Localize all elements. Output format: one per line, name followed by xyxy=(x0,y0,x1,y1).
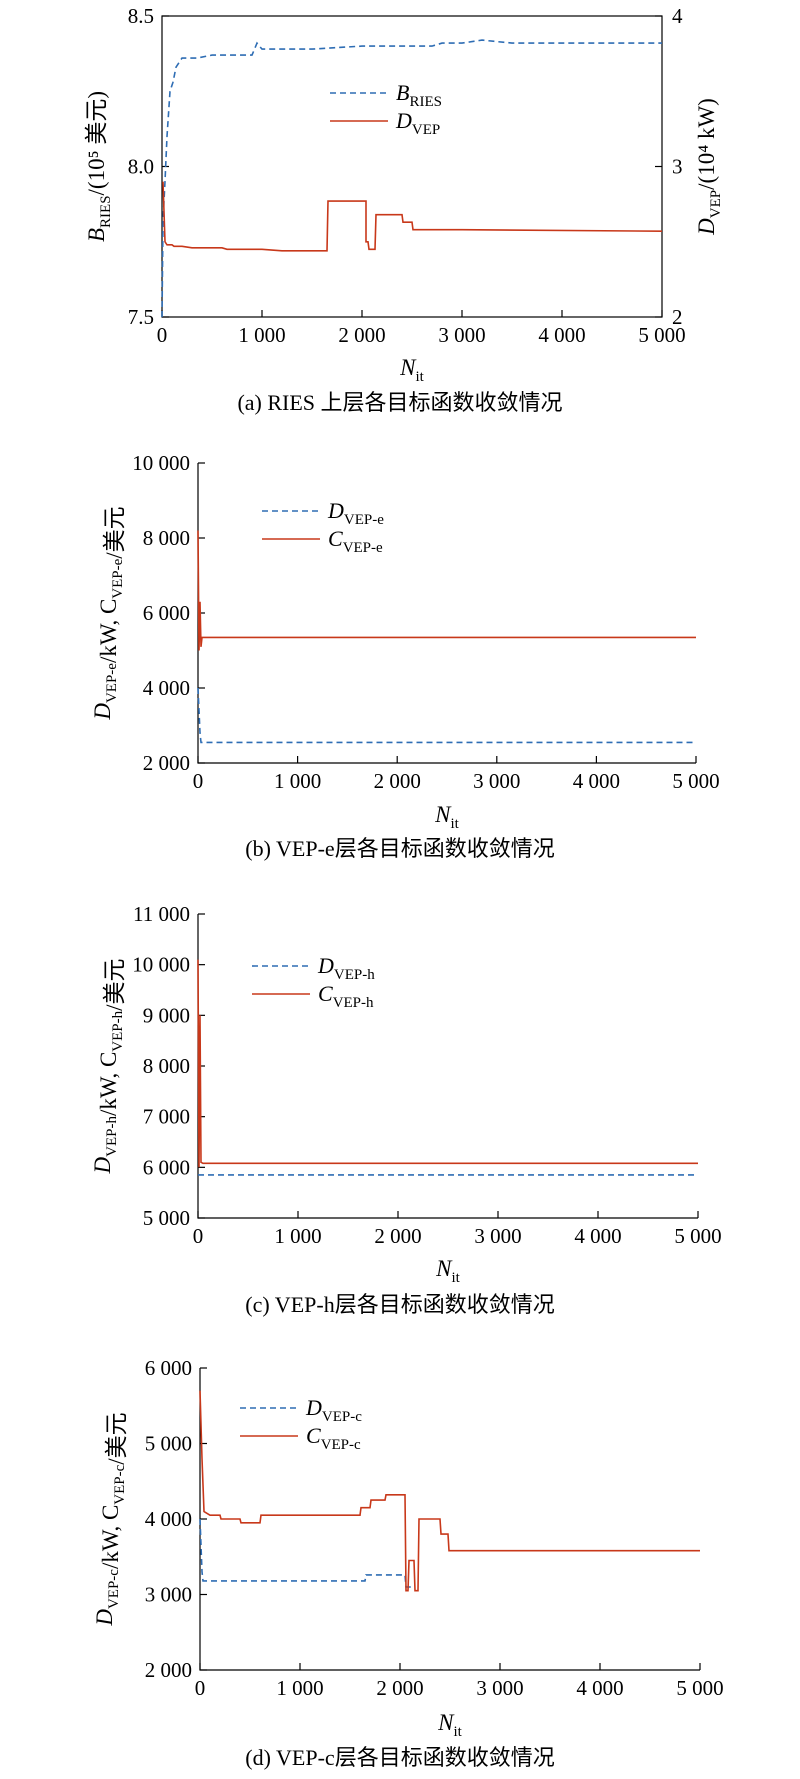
y-tick-label: 8.5 xyxy=(128,4,154,28)
y-axis-label: DVEP-e/kW, CVEP-e/美元 xyxy=(90,506,127,720)
y-axis-label: DVEP-h/kW, CVEP-h/美元 xyxy=(90,958,127,1174)
x-tick-label: 0 xyxy=(195,1676,206,1700)
x-tick-label: 4 000 xyxy=(538,323,585,347)
y-tick-label: 6 000 xyxy=(145,1356,192,1380)
y-tick-label: 6 000 xyxy=(143,1155,190,1179)
y-tick-label: 2 000 xyxy=(143,751,190,775)
legend-entry: CVEP-h xyxy=(318,981,374,1011)
x-tick-label: 1 000 xyxy=(238,323,285,347)
legend-entry: DVEP xyxy=(395,108,440,138)
x-tick-label: 5 000 xyxy=(638,323,685,347)
y-tick-label: 8.0 xyxy=(128,155,154,179)
x-tick-label: 0 xyxy=(193,1224,204,1248)
x-axis-label: Nit xyxy=(437,1710,463,1740)
y-tick-label: 2 000 xyxy=(145,1658,192,1682)
x-tick-label: 1 000 xyxy=(274,1224,321,1248)
panel-vep-e: 0 1 000 2 000 3 000 4 000 5 000 2 000 4 000 6 00… xyxy=(90,451,720,861)
series-line-d-vep-e xyxy=(197,687,696,744)
plot-axes xyxy=(199,1368,700,1671)
x-tick-label: 4 000 xyxy=(574,1224,621,1248)
x-tick-label: 4 000 xyxy=(576,1676,623,1700)
legend-entry: BRIES xyxy=(396,80,442,110)
y-tick-label: 3 000 xyxy=(145,1583,192,1607)
y-tick-label: 7 000 xyxy=(143,1105,190,1129)
x-tick-label: 3 000 xyxy=(476,1676,523,1700)
series-line-c-vep-c xyxy=(199,1390,700,1592)
y-tick-label: 5 000 xyxy=(145,1432,192,1456)
x-tick-label: 0 xyxy=(193,769,204,793)
legend-entry: DVEP-c xyxy=(305,1395,362,1425)
x-tick-label: 3 000 xyxy=(473,769,520,793)
plot-axes xyxy=(197,463,696,764)
y-tick-label: 4 000 xyxy=(145,1507,192,1531)
plot-frame xyxy=(161,15,663,318)
x-tick-label: 3 000 xyxy=(474,1224,521,1248)
y-tick-label: 9 000 xyxy=(143,1003,190,1027)
legend-entry: DVEP-e xyxy=(327,498,384,528)
legend-entry: CVEP-e xyxy=(328,526,383,556)
series-line-d-vep-c xyxy=(199,1518,415,1588)
series-line-d-vep xyxy=(162,181,663,252)
y-axis-label: DVEP-c/kW, CVEP-c/美元 xyxy=(92,1412,129,1626)
x-tick-label: 3 000 xyxy=(438,323,485,347)
legend-entry: CVEP-c xyxy=(306,1423,361,1453)
panel-ries: 0 1 000 2 000 3 000 4 000 5 000 7.5 8.0 8.5 2 3 4 Ni… xyxy=(84,4,724,415)
panel-caption: (b) VEP-e层各目标函数收敛情况 xyxy=(245,836,554,861)
panel-caption: (a) RIES 上层各目标函数收敛情况 xyxy=(237,390,562,415)
y-tick-label: 4 000 xyxy=(143,676,190,700)
x-tick-label: 5 000 xyxy=(676,1676,723,1700)
x-tick-label: 2 000 xyxy=(376,1676,423,1700)
y-right-tick-label: 2 xyxy=(672,305,683,329)
y-tick-label: 10 000 xyxy=(132,953,190,977)
x-tick-label: 4 000 xyxy=(573,769,620,793)
panel-caption: (c) VEP-h层各目标函数收敛情况 xyxy=(245,1292,554,1317)
series-line-c-vep-e xyxy=(197,530,696,651)
x-axis-label: Nit xyxy=(434,802,460,832)
x-tick-label: 2 000 xyxy=(374,1224,421,1248)
y-right-axis-label: DVEP/(10⁴ kW) xyxy=(694,98,724,236)
y-tick-label: 6 000 xyxy=(143,601,190,625)
legend-entry: DVEP-h xyxy=(317,953,375,983)
y-tick-label: 7.5 xyxy=(128,305,154,329)
plot-axes xyxy=(197,914,698,1219)
x-axis-label: Nit xyxy=(435,1256,461,1286)
x-tick-label: 1 000 xyxy=(276,1676,323,1700)
panel-caption: (d) VEP-c层各目标函数收敛情况 xyxy=(245,1745,554,1770)
y-axis-label: BRIES/(10⁵ 美元) xyxy=(84,91,114,242)
y-tick-label: 8 000 xyxy=(143,1054,190,1078)
panel-vep-h: 0 1 000 2 000 3 000 4 000 5 000 5 000 6 000 7 00… xyxy=(90,902,722,1317)
y-tick-label: 5 000 xyxy=(143,1206,190,1230)
series-line-c-vep-h xyxy=(197,959,698,1168)
x-axis-label: Nit xyxy=(399,355,425,385)
x-tick-label: 5 000 xyxy=(674,1224,721,1248)
x-tick-label: 1 000 xyxy=(274,769,321,793)
y-tick-label: 10 000 xyxy=(132,451,190,475)
panel-vep-c: 0 1 000 2 000 3 000 4 000 5 000 2 000 3 000 4 00… xyxy=(92,1356,724,1770)
x-tick-label: 2 000 xyxy=(338,323,385,347)
y-tick-label: 8 000 xyxy=(143,526,190,550)
y-right-tick-label: 3 xyxy=(672,155,683,179)
x-tick-label: 5 000 xyxy=(672,769,719,793)
y-tick-label: 11 000 xyxy=(133,902,190,926)
x-tick-label: 0 xyxy=(157,323,168,347)
series-line-b-ries xyxy=(161,39,662,318)
x-tick-label: 2 000 xyxy=(374,769,421,793)
y-right-tick-label: 4 xyxy=(672,4,683,28)
